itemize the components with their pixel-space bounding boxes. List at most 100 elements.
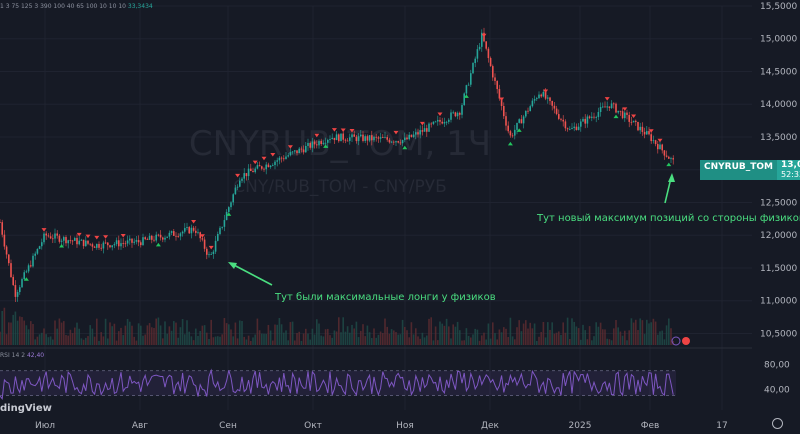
volume-bar — [291, 321, 294, 345]
volume-bar — [514, 339, 516, 345]
volume-bar — [129, 321, 131, 345]
eye-icon[interactable] — [671, 336, 681, 346]
candle-body — [181, 231, 184, 234]
candle-body — [569, 128, 571, 130]
volume-bar — [192, 340, 195, 345]
toolbar-strip: 1 3 75 125 3 390 100 40 65 100 10 10 10 … — [0, 3, 153, 10]
volume-bar — [641, 320, 644, 345]
candle-body — [395, 141, 397, 143]
candle-body — [577, 126, 580, 130]
candle-body — [245, 173, 248, 177]
candle-body — [663, 150, 666, 156]
volume-bar — [296, 333, 298, 345]
candle-body — [509, 131, 512, 136]
candle-body — [52, 238, 54, 240]
volume-bar — [441, 323, 443, 345]
volume-bar — [74, 327, 76, 345]
volume-bar — [395, 332, 397, 345]
tradingview-logo[interactable]: dingView — [0, 403, 52, 414]
volume-bar — [0, 331, 1, 345]
candle-body — [505, 116, 507, 126]
rsi-legend[interactable]: RSI 14 2 42,40 — [0, 352, 44, 359]
candle-body — [555, 108, 558, 115]
candle-body — [544, 91, 547, 99]
volume-bar — [208, 339, 210, 345]
candle-body — [670, 158, 672, 159]
candle-body — [329, 139, 331, 140]
volume-bar — [43, 328, 45, 345]
candle-body — [441, 121, 443, 124]
candle-body — [668, 156, 670, 159]
volume-bar — [78, 328, 80, 345]
volume-bar — [586, 339, 589, 345]
candle-body — [135, 240, 138, 242]
volume-bar — [184, 334, 186, 345]
candle-body — [5, 246, 8, 255]
price-tick-label: 15,0000 — [760, 35, 797, 45]
candle-body — [487, 48, 490, 59]
alert-icon[interactable] — [682, 337, 690, 345]
candle-body — [43, 233, 45, 243]
volume-bar — [329, 335, 331, 345]
volume-bar — [668, 318, 670, 345]
candle-body — [294, 150, 296, 152]
signal-down-icon — [191, 220, 197, 224]
candle-body — [58, 235, 61, 242]
current-price-tag: CNYRUB_TOM 13,0865 52:33 — [700, 160, 800, 180]
candle-body — [481, 32, 483, 47]
candle-body — [100, 247, 102, 249]
candle-body — [177, 236, 179, 237]
volume-bar — [276, 324, 278, 345]
candle-body — [397, 141, 399, 143]
signal-down-icon — [94, 235, 100, 240]
candle-body — [406, 137, 408, 140]
volume-bar — [27, 329, 30, 345]
candle-body — [467, 84, 470, 86]
volume-bar — [239, 320, 241, 345]
candle-body — [38, 246, 41, 249]
candle-body — [131, 238, 133, 243]
volume-bar — [298, 331, 300, 345]
candle-body — [203, 239, 206, 249]
candle-body — [417, 132, 419, 135]
candle-body — [320, 141, 322, 145]
volume-bar — [162, 338, 164, 345]
volume-bar — [617, 327, 619, 345]
volume-bar — [582, 324, 584, 345]
candle-body — [408, 134, 410, 140]
candle-body — [89, 243, 91, 245]
candle-body — [302, 149, 305, 153]
rsi-tick-label: 80,00 — [764, 360, 790, 370]
candle-body — [610, 103, 613, 108]
volume-bar — [254, 334, 256, 345]
candle-body — [401, 140, 404, 144]
candle-body — [8, 254, 10, 264]
candle-body — [672, 158, 674, 160]
candle-body — [472, 62, 474, 74]
candle-body — [291, 151, 294, 153]
candle-body — [157, 234, 160, 236]
signal-down-icon — [270, 152, 276, 157]
candle-body — [399, 142, 402, 144]
candle-body — [261, 166, 263, 169]
candle-body — [111, 245, 113, 248]
candle-body — [382, 137, 384, 139]
candle-body — [353, 134, 355, 137]
candle-body — [3, 234, 6, 247]
candle-body — [514, 129, 516, 136]
candle-body — [445, 121, 448, 123]
volume-bar — [500, 332, 503, 345]
signal-down-icon — [235, 173, 241, 178]
volume-bar — [49, 336, 52, 345]
signal-down-icon — [41, 228, 47, 232]
candle-body — [432, 121, 435, 124]
volume-bar — [353, 328, 355, 345]
candle-body — [551, 100, 553, 106]
volume-bar — [511, 336, 514, 345]
volume-bar — [564, 332, 567, 345]
candle-body — [126, 240, 129, 244]
gear-icon[interactable] — [772, 418, 783, 429]
volume-bar — [439, 321, 441, 345]
volume-bar — [327, 328, 329, 345]
